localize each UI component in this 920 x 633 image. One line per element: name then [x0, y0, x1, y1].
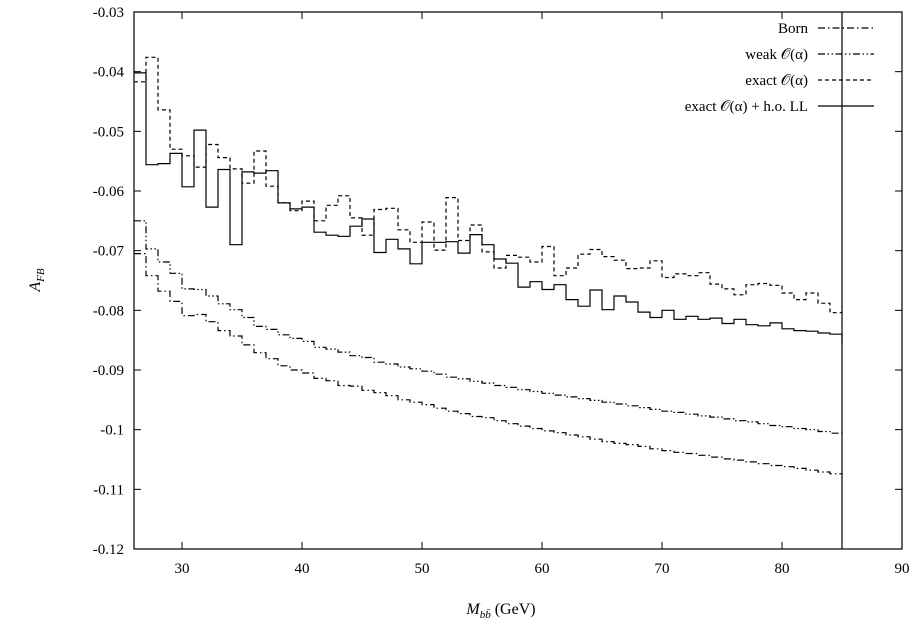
- series-layer: [134, 56, 843, 475]
- legend-label: exact 𝒪(α): [745, 73, 808, 89]
- plot-frame: [133, 11, 903, 550]
- x-tick-label: 60: [535, 561, 550, 577]
- x-tick-label: 70: [655, 561, 670, 577]
- legend-label: Born: [778, 21, 809, 37]
- x-tick-label: 40: [295, 561, 310, 577]
- x-tick-label: 90: [895, 561, 910, 577]
- y-tick-label: -0.05: [93, 124, 124, 140]
- y-tick-label: -0.04: [93, 65, 125, 81]
- ticks-layer: 30 40 50 60 70 80 90 -0.12 -0.11 -0.1 -0.09 -0.08 -0…: [93, 5, 910, 577]
- y-tick-label: -0.09: [93, 363, 124, 379]
- x-axis-label: Mbb̄ (GeV): [465, 601, 535, 621]
- y-tick-label: -0.1: [100, 423, 124, 439]
- y-tick-label: -0.06: [93, 184, 125, 200]
- y-tick-label: -0.12: [93, 542, 124, 558]
- y-tick-label: -0.08: [93, 303, 124, 319]
- series-line-4: [134, 72, 843, 345]
- x-tick-label: 80: [775, 561, 790, 577]
- series-line-2: [134, 220, 843, 436]
- y-tick-label: -0.07: [93, 244, 125, 260]
- x-tick-label: 30: [175, 561, 190, 577]
- y-tick-label: -0.03: [93, 5, 124, 21]
- series-line-3: [134, 56, 843, 314]
- y-tick-label: -0.11: [93, 482, 124, 498]
- y-axis-label: AFB: [27, 268, 47, 293]
- series-line-1: [134, 253, 843, 475]
- legend-label: weak 𝒪(α): [745, 47, 808, 63]
- x-tick-label: 50: [415, 561, 430, 577]
- legend: Born weak 𝒪(α) exact 𝒪(α) exact 𝒪(α) + h.o.…: [685, 21, 874, 115]
- legend-label: exact 𝒪(α) + h.o. LL: [685, 99, 808, 115]
